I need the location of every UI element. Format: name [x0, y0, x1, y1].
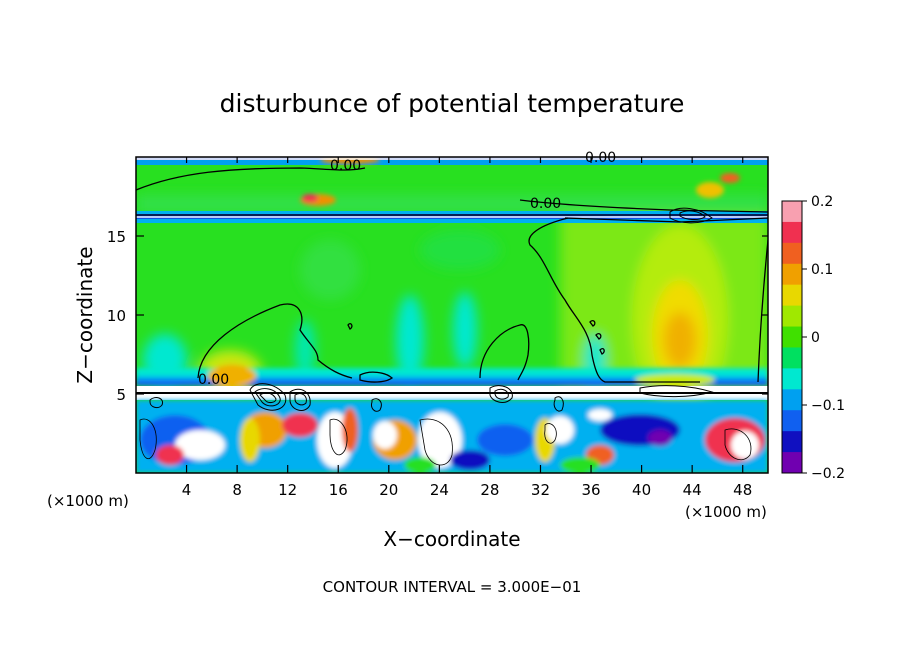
- x-tick-label: 44: [683, 481, 702, 499]
- colorbar-swatch: [782, 389, 802, 411]
- cool-layer: [136, 366, 768, 386]
- x-tick-label: 20: [379, 481, 398, 499]
- colorbar-swatch: [782, 263, 802, 286]
- x-tick-label: 24: [430, 481, 449, 499]
- x-tick-label: 32: [531, 481, 550, 499]
- contour-interval-text: CONTOUR INTERVAL = 3.000E−01: [323, 578, 582, 596]
- x-tick-label: 16: [329, 481, 348, 499]
- colorbar-tick-label: −0.2: [811, 466, 845, 482]
- x-unit-right: (×1000 m): [685, 503, 767, 521]
- colorbar-swatch: [782, 410, 802, 432]
- colorbar-swatch: [782, 305, 802, 328]
- y-axis: 5 10 15: [107, 228, 768, 404]
- colorbar-tick-label: 0.2: [811, 194, 833, 210]
- colorbar-swatch: [782, 201, 802, 223]
- colorbar-tick-label: 0: [811, 330, 820, 346]
- y-tick-label: 10: [107, 307, 126, 325]
- colorbar-swatch: [782, 242, 802, 265]
- x-tick-label: 4: [182, 481, 192, 499]
- x-unit-left: (×1000 m): [47, 492, 129, 510]
- lower-contours: [139, 418, 752, 466]
- contour-label: 0.00: [330, 158, 361, 174]
- colorbar-swatch: [782, 452, 802, 474]
- colorbar-swatch: [782, 221, 802, 244]
- plot-area: [136, 157, 768, 473]
- colorbar-tick-label: −0.1: [811, 398, 845, 414]
- x-axis-label: X−coordinate: [383, 527, 520, 551]
- chart-title: disturbunce of potential temperature: [220, 89, 685, 118]
- x-tick-label: 8: [232, 481, 242, 499]
- dense-contours: [149, 207, 714, 412]
- x-tick-label: 36: [581, 481, 600, 499]
- x-axis: 4 8 12 16 20 24 28 32 36 40 44 48: [182, 157, 752, 499]
- y-axis-label: Z−coordinate: [73, 246, 97, 383]
- x-tick-label: 48: [733, 481, 752, 499]
- colorbar-swatch: [782, 326, 802, 348]
- x-tick-label: 40: [632, 481, 651, 499]
- contour-lines: [136, 167, 768, 383]
- colorbar-swatch: [782, 368, 802, 390]
- colorbar: 0.2 0.1 0 −0.1 −0.2: [781, 194, 845, 482]
- colorbar-tick-label: 0.1: [811, 262, 833, 278]
- x-tick-label: 12: [278, 481, 297, 499]
- lower-field: [136, 400, 768, 473]
- y-tick-label: 15: [107, 228, 126, 246]
- contour-label: 0.00: [585, 150, 616, 166]
- colorbar-swatch: [782, 284, 802, 307]
- contour-labels: 0.00 0.00 0.00 0.00: [198, 150, 616, 388]
- x-tick-label: 28: [480, 481, 499, 499]
- y-tick-label: 5: [116, 386, 126, 404]
- colorbar-swatch: [782, 431, 802, 453]
- contour-label: 0.00: [530, 196, 561, 212]
- colorbar-swatch: [782, 347, 802, 369]
- contour-label: 0.00: [198, 372, 229, 388]
